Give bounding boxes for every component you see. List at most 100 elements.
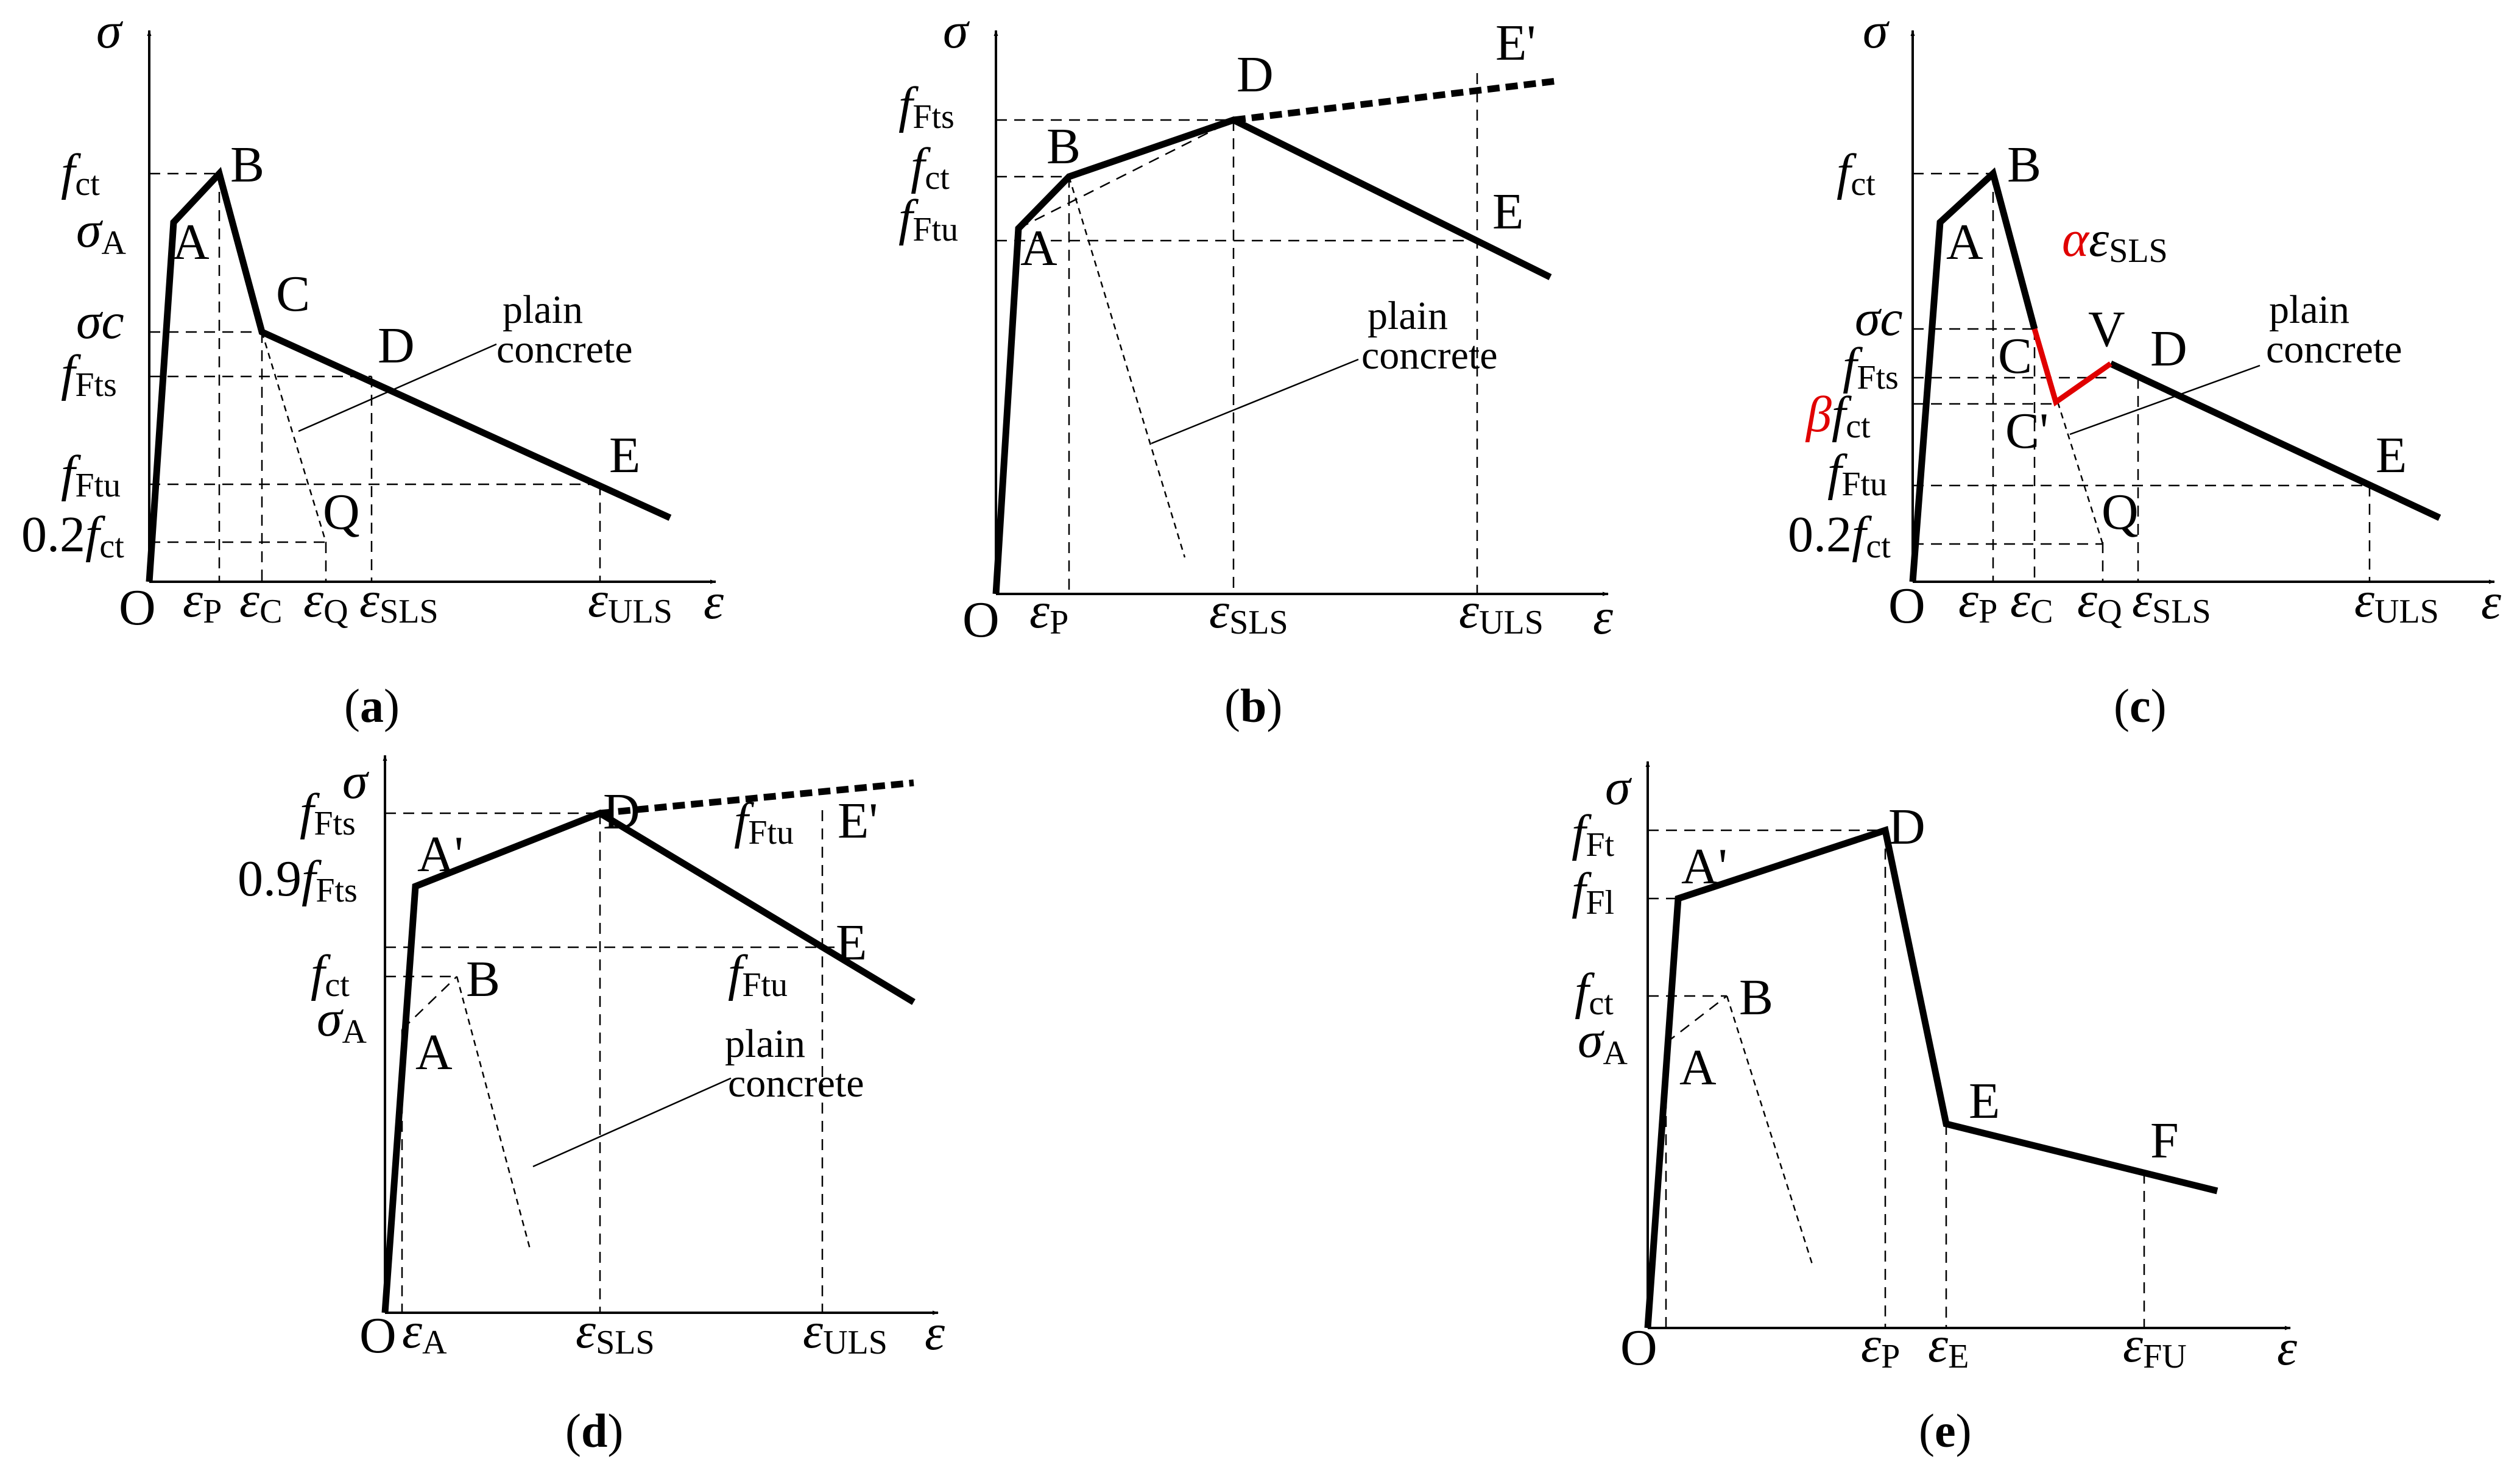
panel-c-point-V: V (2088, 301, 2125, 358)
panel-c-eP: εP (1958, 571, 1997, 630)
panel-c-curve (1909, 167, 2038, 582)
panel-a-caption: (a) (344, 679, 400, 732)
panel-e-eE: εE (1928, 1316, 1969, 1375)
panel-c-eULS: εULS (2354, 571, 2439, 630)
panel-e-point-E: E (1969, 1073, 2000, 1129)
panel-e-origin: O (1620, 1319, 1657, 1376)
panel-e-caption: (e) (1919, 1404, 1972, 1457)
panel-b-note-concrete: concrete (1361, 333, 1498, 378)
panel-e-guides (1648, 829, 2145, 1328)
panel-d-note-leader (532, 1077, 732, 1168)
panel-e-point-F: F (2150, 1112, 2179, 1169)
panel-b-epsilon-label: ε (1593, 588, 1614, 645)
panel-c-note-concrete: concrete (2266, 327, 2402, 372)
panel-b-point-A: A (1020, 220, 1057, 277)
panel-b-sigma-label: σ (943, 2, 970, 59)
panel-c-fct: fct (1837, 144, 1876, 203)
panel-a-guides (149, 172, 601, 582)
panel-e-sigma-label: σ (1605, 759, 1632, 816)
panel-a-point-B: B (230, 136, 264, 193)
panel-a-point-E: E (609, 427, 640, 484)
panel-d-caption: (d) (565, 1404, 623, 1457)
panel-e-eP: εP (1861, 1316, 1900, 1375)
panel-d-09fFts: 0.9fFts (238, 850, 358, 909)
panel-c-eQ: εQ (2077, 571, 2122, 630)
panel-b-fct: fct (911, 138, 950, 197)
panel-a-sigmaA: σA (76, 202, 126, 262)
panel-a-02fct: 0.2fct (21, 506, 124, 565)
panel-d-point-D: D (603, 783, 640, 840)
panel-d-fFtu-mid: fFtu (728, 945, 788, 1004)
panel-c-point-D: D (2150, 320, 2187, 377)
panel-a-fct: fct (61, 144, 100, 203)
panel-b-note-leader (1151, 358, 1359, 445)
panel-c-caption: (c) (2114, 679, 2167, 732)
panel-a-plain-concrete-softening (261, 331, 327, 543)
panel-d-fct: fct (311, 945, 350, 1004)
panel-c-point-B: B (2007, 136, 2041, 193)
panel-d-note-plain: plain (725, 1022, 805, 1066)
panel-b-guides (996, 73, 1478, 594)
panel-b: σ ε O fFts fct fFtu εP εSLS εULS A B D E… (898, 2, 1614, 732)
panel-a-point-D: D (378, 317, 415, 374)
panel-a-sigmac: σc (76, 293, 124, 350)
panel-c-sigma-label: σ (1863, 2, 1890, 59)
panel-a: σ ε O fct σA σc fFts fFtu 0.2fct εP εC ε… (21, 2, 724, 732)
panel-a-note-plain: plain (503, 288, 583, 332)
panel-e-curve (1644, 825, 2218, 1329)
panel-b-point-D: D (1237, 46, 1274, 103)
panel-c-eC: εC (2010, 571, 2053, 630)
panel-e-sigmaA: σA (1578, 1012, 1628, 1072)
panel-c-origin: O (1888, 577, 1925, 634)
panel-a-eP: εP (183, 571, 222, 630)
panel-a-fFts: fFts (61, 345, 117, 404)
panel-a-origin: O (119, 579, 156, 636)
panel-c-point-A: A (1946, 214, 1983, 270)
panel-d-hardening-extension (599, 779, 914, 817)
panel-d-point-E: E (836, 914, 867, 971)
panel-a-point-A: A (172, 214, 210, 270)
panel-b-fFts: fFts (898, 77, 955, 136)
panel-e-fFl: fFl (1572, 863, 1614, 922)
panel-b-plain-concrete-softening (1068, 176, 1186, 558)
panel-e-eFU: εFU (2123, 1316, 2187, 1375)
panel-a-point-C: C (276, 266, 310, 322)
panel-b-fFtu: fFtu (898, 189, 958, 249)
panel-b-eSLS: εSLS (1209, 582, 1288, 641)
panel-b-eP: εP (1029, 582, 1068, 641)
panel-a-eQ: εQ (303, 571, 348, 630)
panel-d-plain-concrete-softening (456, 976, 531, 1249)
panel-d-sigmaA: σA (317, 991, 367, 1051)
panel-b-point-Eprime: E' (1495, 15, 1536, 71)
panel-b-eULS: εULS (1459, 582, 1544, 641)
panel-d-sigma-label: σ (342, 753, 370, 810)
panel-e-plain-concrete-softening (1726, 995, 1813, 1265)
panel-b-point-E: E (1492, 183, 1523, 240)
panel-a-eC: εC (239, 571, 282, 630)
panel-c-epsilon-label: ε (2481, 573, 2502, 630)
panel-c-fFtu: fFtu (1827, 444, 1887, 503)
panel-c-point-C: C (1998, 328, 2032, 384)
panel-d: σ ε O fFts 0.9fFts fct σA εA εSLS εULS f… (238, 753, 945, 1457)
panel-e-point-D: D (1888, 799, 1925, 855)
panel-b-caption: (b) (1224, 679, 1282, 732)
panel-c-point-Q: Q (2102, 484, 2139, 540)
panel-c-beta-fct: βfct (1805, 386, 1871, 445)
panel-d-curve (381, 809, 916, 1313)
panel-b-point-B: B (1046, 118, 1081, 175)
panel-c: σ ε O fct σc fFts βfct fFtu 0.2fct εP εC… (1788, 2, 2502, 732)
panel-c-sigmac: σc (1855, 290, 1903, 347)
panel-d-eA: εA (402, 1302, 447, 1361)
panel-c-note-leader (2069, 364, 2261, 436)
panel-a-eSLS: εSLS (359, 571, 439, 630)
panel-c-point-Cprime: C' (2005, 403, 2049, 459)
panel-a-fFtu: fFtu (61, 445, 121, 504)
panel-d-fFts: fFts (300, 783, 356, 842)
panel-e-epsilon-label: ε (2277, 1319, 2298, 1376)
panel-c-curve-tail (2109, 361, 2441, 521)
panel-c-note-plain: plain (2269, 288, 2349, 332)
panel-a-curve (146, 167, 672, 582)
panel-c-cracked-path (2031, 328, 2112, 407)
panel-d-fFtu-top: fFtu (734, 793, 794, 852)
